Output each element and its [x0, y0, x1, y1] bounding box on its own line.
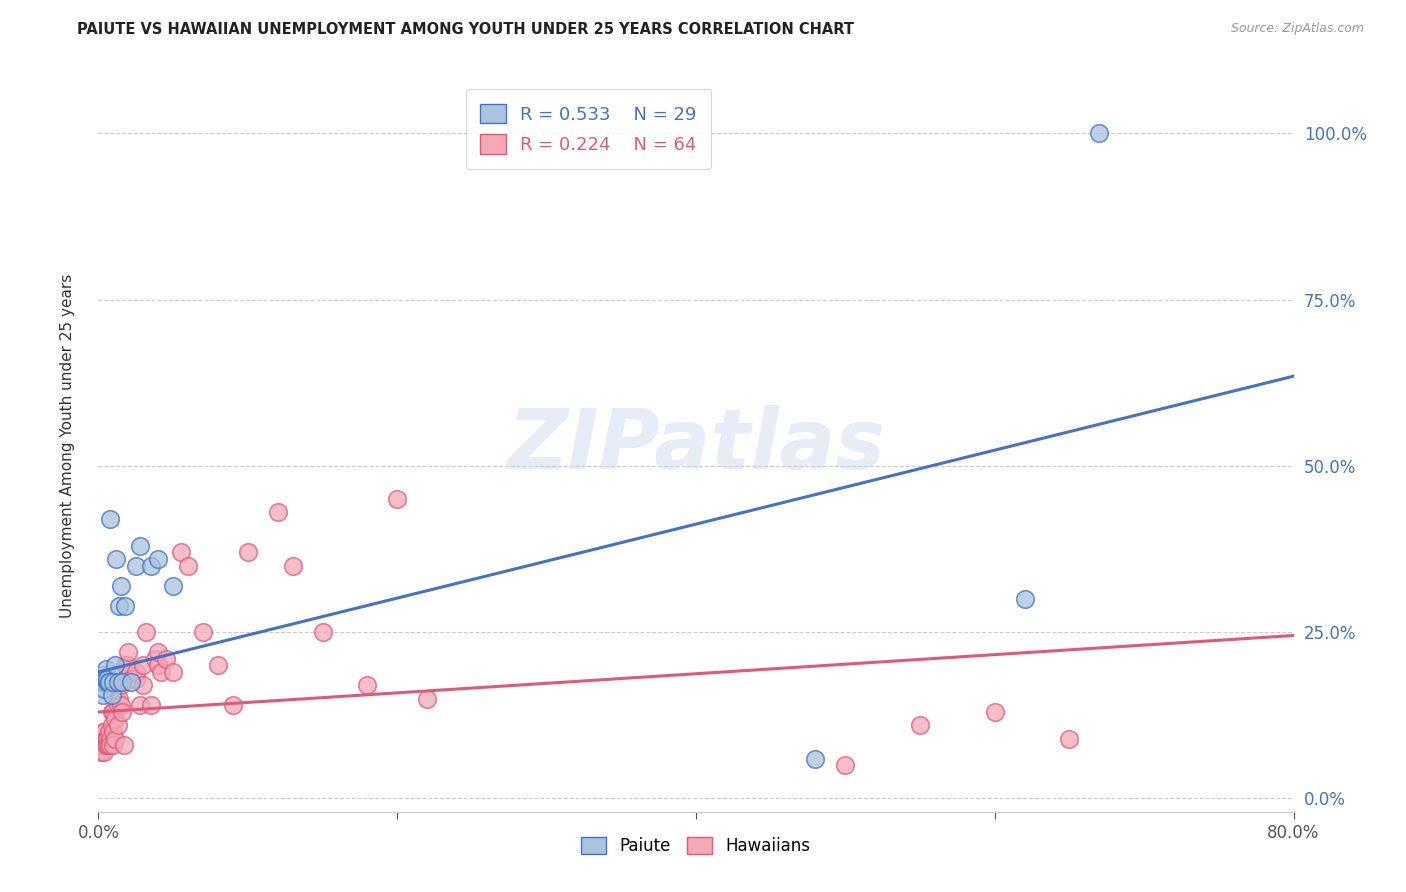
Text: PAIUTE VS HAWAIIAN UNEMPLOYMENT AMONG YOUTH UNDER 25 YEARS CORRELATION CHART: PAIUTE VS HAWAIIAN UNEMPLOYMENT AMONG YO… [77, 22, 855, 37]
Point [94, 738, 117, 752]
Point [114, 599, 136, 613]
Point [91, 675, 114, 690]
Point [385, 492, 409, 507]
Text: ZIPatlas: ZIPatlas [508, 406, 884, 486]
Point [162, 665, 184, 679]
Point [110, 698, 132, 713]
Point [103, 705, 125, 719]
Point [222, 698, 245, 713]
Point [93, 725, 115, 739]
Point [143, 652, 166, 666]
Point [1014, 591, 1036, 606]
Point [110, 678, 132, 692]
Point [107, 718, 129, 732]
Point [110, 579, 132, 593]
Point [111, 675, 134, 690]
Point [162, 579, 184, 593]
Point [112, 738, 135, 752]
Point [96, 738, 118, 752]
Point [139, 558, 162, 573]
Point [129, 539, 152, 553]
Point [236, 545, 259, 559]
Point [108, 599, 131, 613]
Point [356, 678, 378, 692]
Point [132, 678, 155, 692]
Point [104, 731, 127, 746]
Point [101, 689, 124, 703]
Point [96, 731, 118, 746]
Point [98, 731, 122, 746]
Point [98, 738, 122, 752]
Point [107, 698, 129, 713]
Point [129, 698, 152, 713]
Legend: Paiute, Hawaiians: Paiute, Hawaiians [575, 830, 817, 862]
Y-axis label: Unemployment Among Youth under 25 years: Unemployment Among Youth under 25 years [60, 274, 75, 618]
Point [103, 725, 125, 739]
Point [150, 665, 173, 679]
Point [91, 738, 114, 752]
Point [101, 705, 124, 719]
Point [117, 645, 139, 659]
Point [98, 512, 122, 526]
Point [416, 691, 439, 706]
Point [103, 738, 125, 752]
Point [267, 506, 290, 520]
Point [97, 738, 120, 752]
Point [108, 691, 131, 706]
Point [169, 545, 191, 559]
Point [91, 689, 114, 703]
Point [97, 675, 120, 690]
Point [135, 625, 157, 640]
Point [120, 675, 142, 690]
Point [107, 675, 129, 690]
Point [281, 558, 304, 573]
Point [125, 672, 148, 686]
Point [89, 675, 111, 690]
Point [1059, 731, 1081, 746]
Point [125, 558, 148, 573]
Point [125, 665, 148, 679]
Point [207, 658, 229, 673]
Point [101, 718, 124, 732]
Point [90, 731, 112, 746]
Point [132, 658, 155, 673]
Point [93, 681, 115, 696]
Point [148, 658, 170, 673]
Point [804, 751, 827, 765]
Point [908, 718, 931, 732]
Point [114, 658, 136, 673]
Point [311, 625, 333, 640]
Point [105, 678, 128, 692]
Point [148, 552, 170, 566]
Point [1088, 127, 1111, 141]
Point [104, 712, 127, 726]
Text: Source: ZipAtlas.com: Source: ZipAtlas.com [1230, 22, 1364, 36]
Point [90, 745, 112, 759]
Point [104, 658, 127, 673]
Point [120, 672, 142, 686]
Point [94, 731, 117, 746]
Point [96, 675, 118, 690]
Point [118, 665, 141, 679]
Point [93, 745, 115, 759]
Point [155, 652, 177, 666]
Point [191, 625, 214, 640]
Point [91, 725, 114, 739]
Point [148, 645, 170, 659]
Point [834, 758, 856, 772]
Point [115, 658, 138, 673]
Point [984, 705, 1007, 719]
Point [103, 675, 125, 690]
Point [94, 662, 117, 676]
Point [111, 705, 134, 719]
Point [97, 675, 120, 690]
Point [177, 558, 200, 573]
Point [97, 725, 120, 739]
Point [90, 668, 112, 682]
Point [96, 672, 118, 686]
Point [139, 698, 162, 713]
Point [105, 552, 128, 566]
Point [89, 738, 111, 752]
